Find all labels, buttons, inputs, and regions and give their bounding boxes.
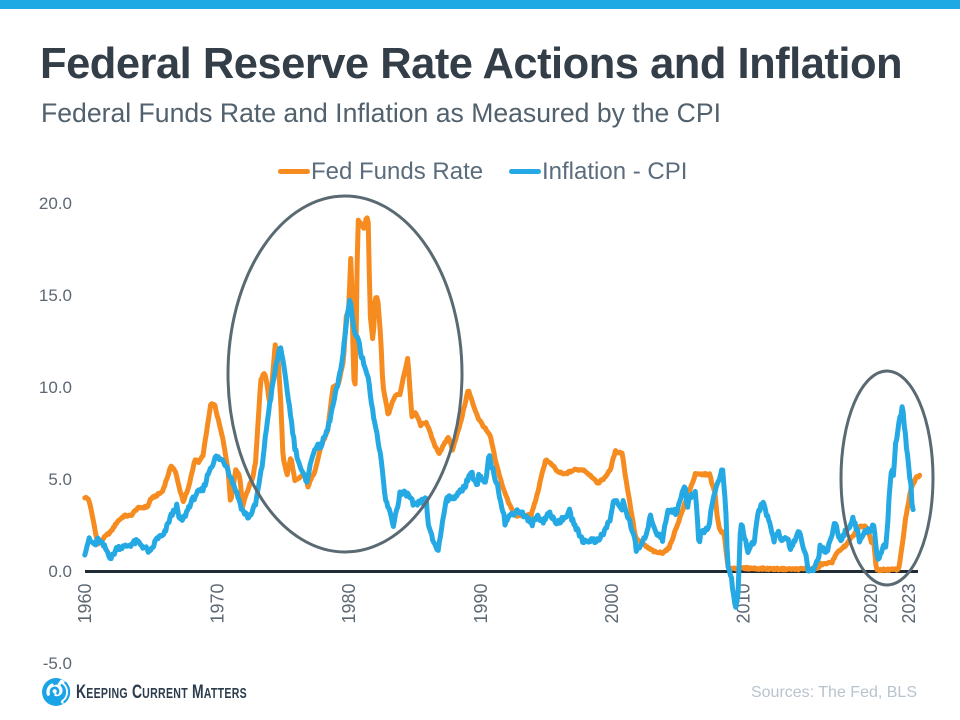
svg-text:15.0: 15.0 xyxy=(39,286,72,305)
svg-text:2020: 2020 xyxy=(861,584,881,624)
svg-text:1970: 1970 xyxy=(208,584,228,624)
svg-text:-5.0: -5.0 xyxy=(43,654,72,673)
svg-text:1980: 1980 xyxy=(339,584,359,624)
svg-text:0.0: 0.0 xyxy=(48,562,72,581)
svg-text:2023: 2023 xyxy=(899,584,919,624)
svg-text:5.0: 5.0 xyxy=(48,470,72,489)
svg-text:20.0: 20.0 xyxy=(39,194,72,213)
svg-text:1990: 1990 xyxy=(471,584,491,624)
svg-text:10.0: 10.0 xyxy=(39,378,72,397)
svg-text:1960: 1960 xyxy=(75,584,95,624)
svg-text:2000: 2000 xyxy=(602,584,622,624)
